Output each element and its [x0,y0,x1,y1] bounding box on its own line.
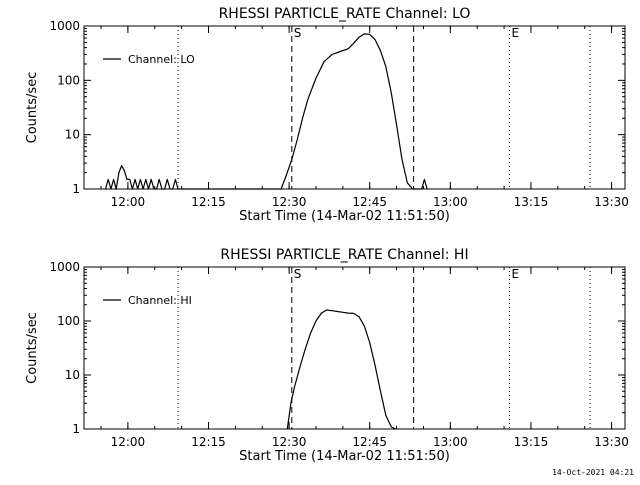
event-marker-label: S [294,26,302,40]
y-tick-label: 1000 [49,19,80,33]
x-axis-label: Start Time (14-Mar-02 11:51:50) [239,449,450,464]
x-tick-label: 12:15 [191,435,226,449]
x-tick-label: 13:30 [594,195,629,209]
x-tick-label: 12:00 [111,435,146,449]
x-tick-label: 12:00 [111,195,146,209]
x-tick-label: 12:30 [272,195,307,209]
chart-title: RHESSI PARTICLE_RATE Channel: LO [219,6,471,22]
legend-entry: Channel: LO [128,53,195,66]
plot-frame [83,25,626,190]
plot-frame [83,266,626,430]
legend-entry: Channel: HI [128,294,192,307]
y-tick-label: 1 [72,422,80,436]
y-tick-label: 10 [65,368,80,382]
y-axis-label: Counts/sec [25,72,40,144]
x-tick-label: 13:00 [433,195,468,209]
series-line [104,33,428,190]
event-marker-label: E [511,26,519,40]
x-tick-label: 13:15 [514,435,549,449]
y-tick-label: 10 [65,128,80,142]
y-tick-label: 100 [57,73,80,87]
chart-title: RHESSI PARTICLE_RATE Channel: HI [220,247,468,263]
x-tick-label: 13:30 [594,435,629,449]
plot-timestamp: 14-Oct-2021 04:21 [552,468,634,477]
event-marker-label: S [294,267,302,281]
x-tick-label: 13:15 [514,195,549,209]
x-tick-label: 12:45 [352,435,387,449]
x-axis-label: Start Time (14-Mar-02 11:51:50) [239,209,450,224]
x-tick-label: 13:00 [433,435,468,449]
y-tick-label: 100 [57,314,80,328]
x-tick-label: 12:30 [272,435,307,449]
event-marker-label: E [511,267,519,281]
chart-panel-1: RHESSI PARTICLE_RATE Channel: LO 12:00 12:… [25,6,629,224]
x-tick-label: 12:15 [191,195,226,209]
y-axis-label: Counts/sec [25,312,40,384]
y-tick-label: 1 [72,182,80,196]
series-line [286,309,396,430]
y-tick-label: 1000 [49,260,80,274]
x-tick-label: 12:45 [352,195,387,209]
chart-panel-2: RHESSI PARTICLE_RATE Channel: HI 12:00 12:… [25,247,629,464]
